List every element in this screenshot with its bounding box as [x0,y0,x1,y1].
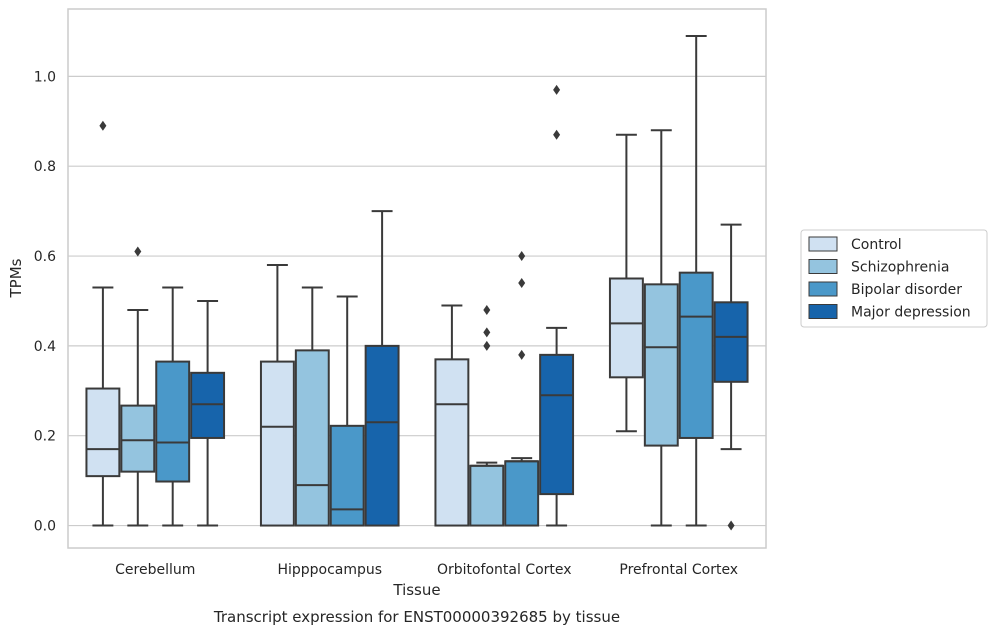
legend-label: Major depression [851,305,971,321]
x-tick-label: Orbitofontal Cortex [437,562,572,578]
box-body [678,271,714,439]
box-1-1 [294,286,330,527]
box-body [469,464,505,527]
outlier-point [727,520,735,531]
outlier-point [99,120,107,131]
box-2-0 [155,286,191,527]
box-groups [85,34,749,531]
box-body [364,344,400,527]
box-0-0 [85,120,121,527]
box-body [329,424,365,527]
legend-label: Schizophrenia [851,260,949,276]
legend-swatch [808,236,838,252]
x-tick-label: Prefrontal Cortex [619,562,738,578]
box-body [294,349,330,527]
box-2-1 [329,295,365,527]
box-body [504,460,540,527]
box-body [643,283,679,447]
x-tick-label: Hipppocampus [277,562,382,578]
outlier-point [518,251,526,262]
legend: Control Schizophrenia Bipolar disorder Majo… [800,229,988,328]
y-tick-label: 0.4 [34,339,56,355]
box-3-0 [190,299,226,527]
plot-frame [67,8,767,549]
y-tick-label: 0.2 [34,429,56,445]
legend-label: Control [851,237,902,253]
outlier-point [134,246,142,257]
legend-frame [800,229,988,328]
legend-label: Bipolar disorder [851,282,962,298]
box-0-2 [434,304,470,527]
y-tick-label: 1.0 [34,69,56,85]
box-3-2 [539,84,575,527]
x-tick-label: Cerebellum [115,562,195,578]
box-3-3 [713,223,749,531]
y-tick-label: 0.8 [34,159,56,175]
box-body [155,360,191,483]
outlier-point [483,304,491,315]
box-2-2 [504,251,540,527]
x-tick-labels: Cerebellum Hipppocampus Orbitofontal Corte… [115,562,738,578]
y-tick-labels: 0.0 0.2 0.4 0.6 0.8 1.0 [34,69,56,534]
chart-caption: Transcript expression for ENST0000039268… [213,608,620,626]
legend-swatch [808,304,838,319]
x-axis-label: Tissue [392,581,440,599]
box-body [434,358,470,527]
box-body [259,360,295,527]
outlier-point [553,129,561,140]
box-body [190,371,226,439]
legend-swatch [808,281,838,297]
box-1-0 [120,246,156,527]
outlier-point [518,277,526,288]
outlier-point [518,349,526,360]
outlier-point [483,340,491,351]
box-body [539,353,575,496]
y-tick-label: 0.0 [34,519,56,535]
box-body [608,277,644,379]
box-0-1 [259,264,295,527]
legend-swatch [808,259,838,274]
box-1-2 [469,304,505,527]
outlier-point [483,327,491,338]
y-tick-label: 0.6 [34,249,56,265]
box-0-3 [608,133,644,433]
box-3-1 [364,210,400,527]
box-2-3 [678,34,714,527]
y-axis-label: TPMs [7,258,25,298]
box-body [85,387,121,478]
box-body [120,404,156,473]
outlier-point [553,84,561,95]
box-body [713,301,749,383]
box-1-3 [643,129,679,527]
